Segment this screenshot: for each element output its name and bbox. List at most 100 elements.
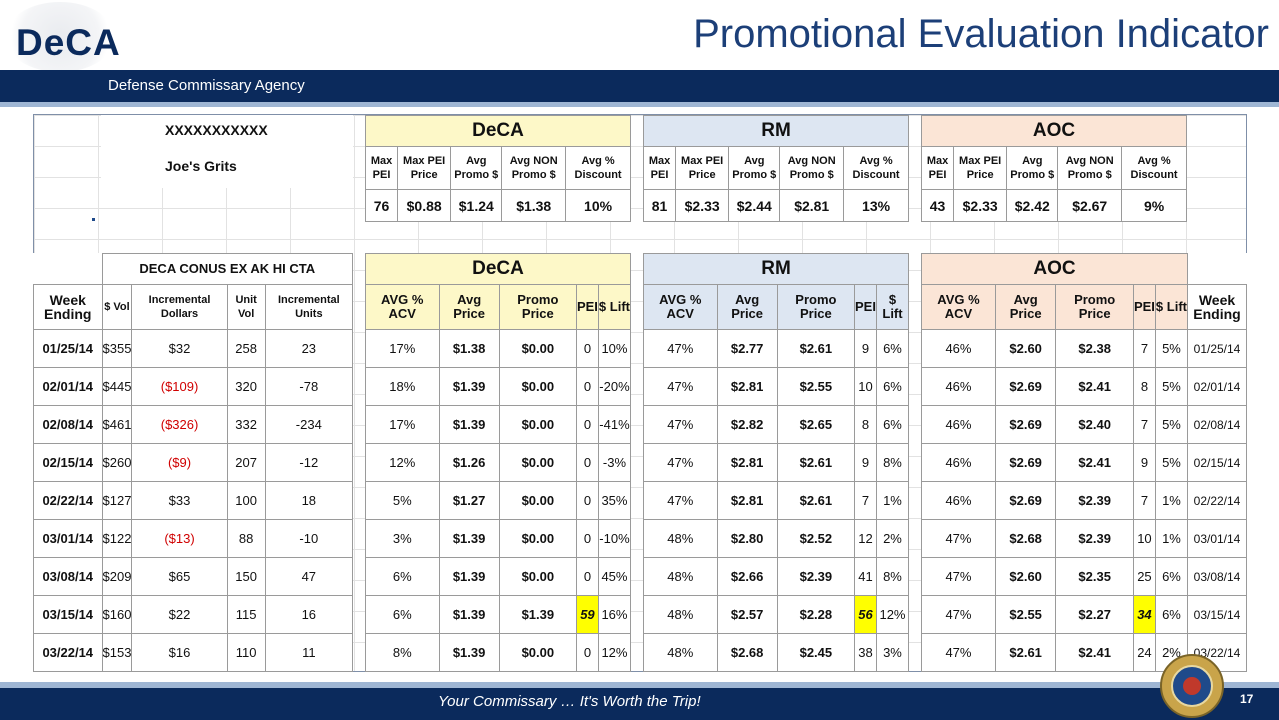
unit-volume-cell: 207 bbox=[226, 442, 266, 482]
incremental-units-cell: -234 bbox=[264, 404, 354, 444]
weekly-row: 47% $2.81 $2.55 10 6% bbox=[643, 367, 910, 406]
week-ending-cell-right: 03/01/14 bbox=[1187, 519, 1247, 558]
summary-metric-header: Max PEI Price bbox=[953, 146, 1008, 190]
weekly-group-row: RM bbox=[643, 253, 909, 285]
avg-price-cell: $2.82 bbox=[716, 405, 778, 444]
left-column-header: Incremental Units bbox=[264, 283, 354, 330]
promo-price-cell: $2.41 bbox=[1055, 367, 1134, 406]
group-column-header: PEI bbox=[575, 284, 599, 330]
acv-cell: 47% bbox=[643, 329, 718, 368]
promo-price-cell: $2.28 bbox=[776, 595, 856, 634]
weekly-row: 47% $2.77 $2.61 9 6% bbox=[643, 329, 910, 368]
weekly-row: 17% $1.39 $0.00 0 -41% bbox=[365, 405, 632, 444]
avg-price-cell: $2.68 bbox=[994, 519, 1057, 558]
cell-marker bbox=[92, 218, 95, 221]
acv-cell: 6% bbox=[365, 595, 440, 634]
summary-metric-header: Avg Promo $ bbox=[728, 146, 781, 190]
acv-cell: 47% bbox=[921, 519, 996, 558]
weekly-row: 5% $1.27 $0.00 0 35% bbox=[365, 481, 632, 520]
pei-cell: 0 bbox=[575, 443, 599, 482]
weekly-row: 48% $2.57 $2.28 56 12% bbox=[643, 595, 910, 634]
summary-metric-header: Max PEI Price bbox=[397, 146, 452, 190]
promo-price-cell: $0.00 bbox=[498, 329, 577, 368]
weekly-row: 02/22/14 $127 $33 100 18 bbox=[33, 480, 354, 520]
lift-cell: 5% bbox=[1154, 367, 1189, 406]
incremental-units-cell: -10 bbox=[264, 518, 354, 558]
avg-price-cell: $2.68 bbox=[716, 633, 778, 672]
incremental-units-cell: -78 bbox=[264, 366, 354, 406]
header-band-accent bbox=[0, 102, 1279, 107]
acv-cell: 46% bbox=[921, 443, 996, 482]
group-column-header: Avg Price bbox=[716, 284, 778, 330]
lift-cell: -3% bbox=[597, 443, 632, 482]
promo-price-cell: $2.40 bbox=[1055, 405, 1134, 444]
acv-cell: 3% bbox=[365, 519, 440, 558]
weekly-row: 48% $2.68 $2.45 38 3% bbox=[643, 633, 910, 672]
lift-cell: 6% bbox=[875, 367, 910, 406]
week-ending-cell-right: 02/15/14 bbox=[1187, 443, 1247, 482]
summary-value-row: 81 $2.33 $2.44 $2.81 13% bbox=[642, 189, 909, 222]
week-ending-cell: 02/08/14 bbox=[33, 404, 103, 444]
left-column-header: Incremental Dollars bbox=[131, 283, 228, 330]
unit-volume-cell: 100 bbox=[226, 480, 266, 520]
acv-cell: 47% bbox=[921, 633, 996, 672]
weekly-row: 12% $1.26 $0.00 0 -3% bbox=[365, 443, 632, 482]
lift-cell: 6% bbox=[1154, 557, 1189, 596]
week-ending-cell-right: 01/25/14 bbox=[1187, 329, 1247, 368]
left-column-header: $ Vol bbox=[101, 283, 133, 330]
summary-metric-header: Avg Promo $ bbox=[1006, 146, 1059, 190]
weekly-row: 47% $2.61 $2.41 24 2% 03/22/14 bbox=[921, 633, 1247, 672]
unit-volume-cell: 115 bbox=[226, 594, 266, 634]
pei-cell: 12 bbox=[854, 519, 877, 558]
page-title: Promotional Evaluation Indicator bbox=[693, 12, 1269, 56]
unit-volume-cell: 150 bbox=[226, 556, 266, 596]
summary-metric-value: 76 bbox=[364, 189, 399, 222]
acv-cell: 46% bbox=[921, 481, 996, 520]
weekly-row: 01/25/14 $355 $32 258 23 bbox=[33, 328, 354, 368]
summary-metric-value: $1.38 bbox=[501, 189, 567, 222]
group-column-header: $ Lift bbox=[875, 284, 910, 330]
promo-price-cell: $2.39 bbox=[1055, 481, 1134, 520]
summary-metric-value: $2.67 bbox=[1057, 189, 1123, 222]
weekly-row: 46% $2.69 $2.39 7 1% 02/22/14 bbox=[921, 481, 1247, 520]
incremental-dollars-cell: ($9) bbox=[131, 442, 228, 482]
dollar-volume-cell: $445 bbox=[101, 366, 133, 406]
pei-cell: 0 bbox=[575, 481, 599, 520]
week-ending-cell: 02/01/14 bbox=[33, 366, 103, 406]
acv-cell: 6% bbox=[365, 557, 440, 596]
acv-cell: 18% bbox=[365, 367, 440, 406]
summary-metric-header: Max PEI bbox=[642, 146, 677, 190]
dollar-volume-cell: $153 bbox=[101, 632, 133, 672]
weekly-group-title: DeCA bbox=[365, 253, 631, 285]
group-column-header: Promo Price bbox=[1055, 284, 1134, 330]
summary-metric-header: Avg NON Promo $ bbox=[501, 146, 567, 190]
summary-group-row: AOC bbox=[921, 115, 1187, 147]
summary-rm-table: RM Max PEI Max PEI Price Avg Promo $ Avg NON… bbox=[642, 115, 909, 222]
week-ending-header-right: Week Ending bbox=[1187, 284, 1247, 330]
avg-price-cell: $1.39 bbox=[438, 595, 500, 634]
avg-price-cell: $2.81 bbox=[716, 481, 778, 520]
promo-price-cell: $2.45 bbox=[776, 633, 856, 672]
pei-cell: 7 bbox=[1132, 329, 1156, 368]
weekly-row: 48% $2.80 $2.52 12 2% bbox=[643, 519, 910, 558]
avg-price-cell: $1.39 bbox=[438, 519, 500, 558]
week-ending-cell: 02/15/14 bbox=[33, 442, 103, 482]
pei-cell: 0 bbox=[575, 557, 599, 596]
avg-price-cell: $2.55 bbox=[994, 595, 1057, 634]
avg-price-cell: $2.60 bbox=[994, 557, 1057, 596]
avg-price-cell: $2.66 bbox=[716, 557, 778, 596]
summary-aoc-table: AOC Max PEI Max PEI Price Avg Promo $ Avg NO… bbox=[920, 115, 1187, 222]
promo-price-cell: $0.00 bbox=[498, 405, 577, 444]
weekly-rm-table: RM AVG % ACV Avg Price Promo Price PEI $ Lift… bbox=[643, 253, 910, 672]
weekly-group-title: RM bbox=[643, 253, 909, 285]
incremental-dollars-cell: $65 bbox=[131, 556, 228, 596]
deca-seal-icon bbox=[1160, 654, 1224, 718]
page-number: 17 bbox=[1240, 692, 1254, 706]
summary-metric-value: $2.42 bbox=[1006, 189, 1059, 222]
left-column-header: Unit Vol bbox=[226, 283, 266, 330]
acv-cell: 48% bbox=[643, 557, 718, 596]
week-ending-header: Week Ending bbox=[33, 283, 103, 330]
lift-cell: 8% bbox=[875, 443, 910, 482]
avg-price-cell: $2.69 bbox=[994, 443, 1057, 482]
weekly-row: 47% $2.68 $2.39 10 1% 03/01/14 bbox=[921, 519, 1247, 558]
